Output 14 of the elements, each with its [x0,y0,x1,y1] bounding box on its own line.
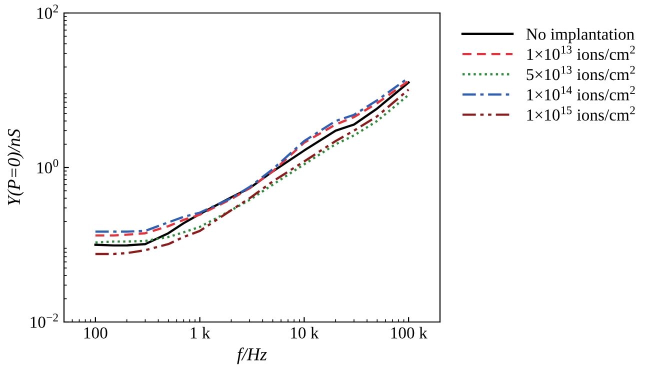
y-tick-label: 10$^{−2}$ [30,314,58,328]
y-tick-label: 10$^{2}$ [37,4,58,19]
legend-label: 1×10$^{13}$ ions/cm$^{2}$ [527,46,635,60]
x-tick-label: 10 k [291,326,319,339]
y-axis-title: Y(P=0)/nS [7,129,24,206]
legend-label: 5×10$^{13}$ ions/cm$^{2}$ [526,66,635,80]
x-tick-label: 100 [84,327,108,339]
legend-label: No implantation [526,28,634,44]
x-tick-label: 1 k [190,326,210,338]
x-tick-label: 100 k [391,326,428,339]
legend-label: 1×10$^{14}$ ions/cm$^{2}$ [527,86,635,100]
y-tick-label: 10$^{0}$ [37,159,58,174]
legend-label: 1×10$^{15}$ ions/cm$^{2}$ [527,106,635,121]
x-axis-title: f/Hz [237,348,267,364]
